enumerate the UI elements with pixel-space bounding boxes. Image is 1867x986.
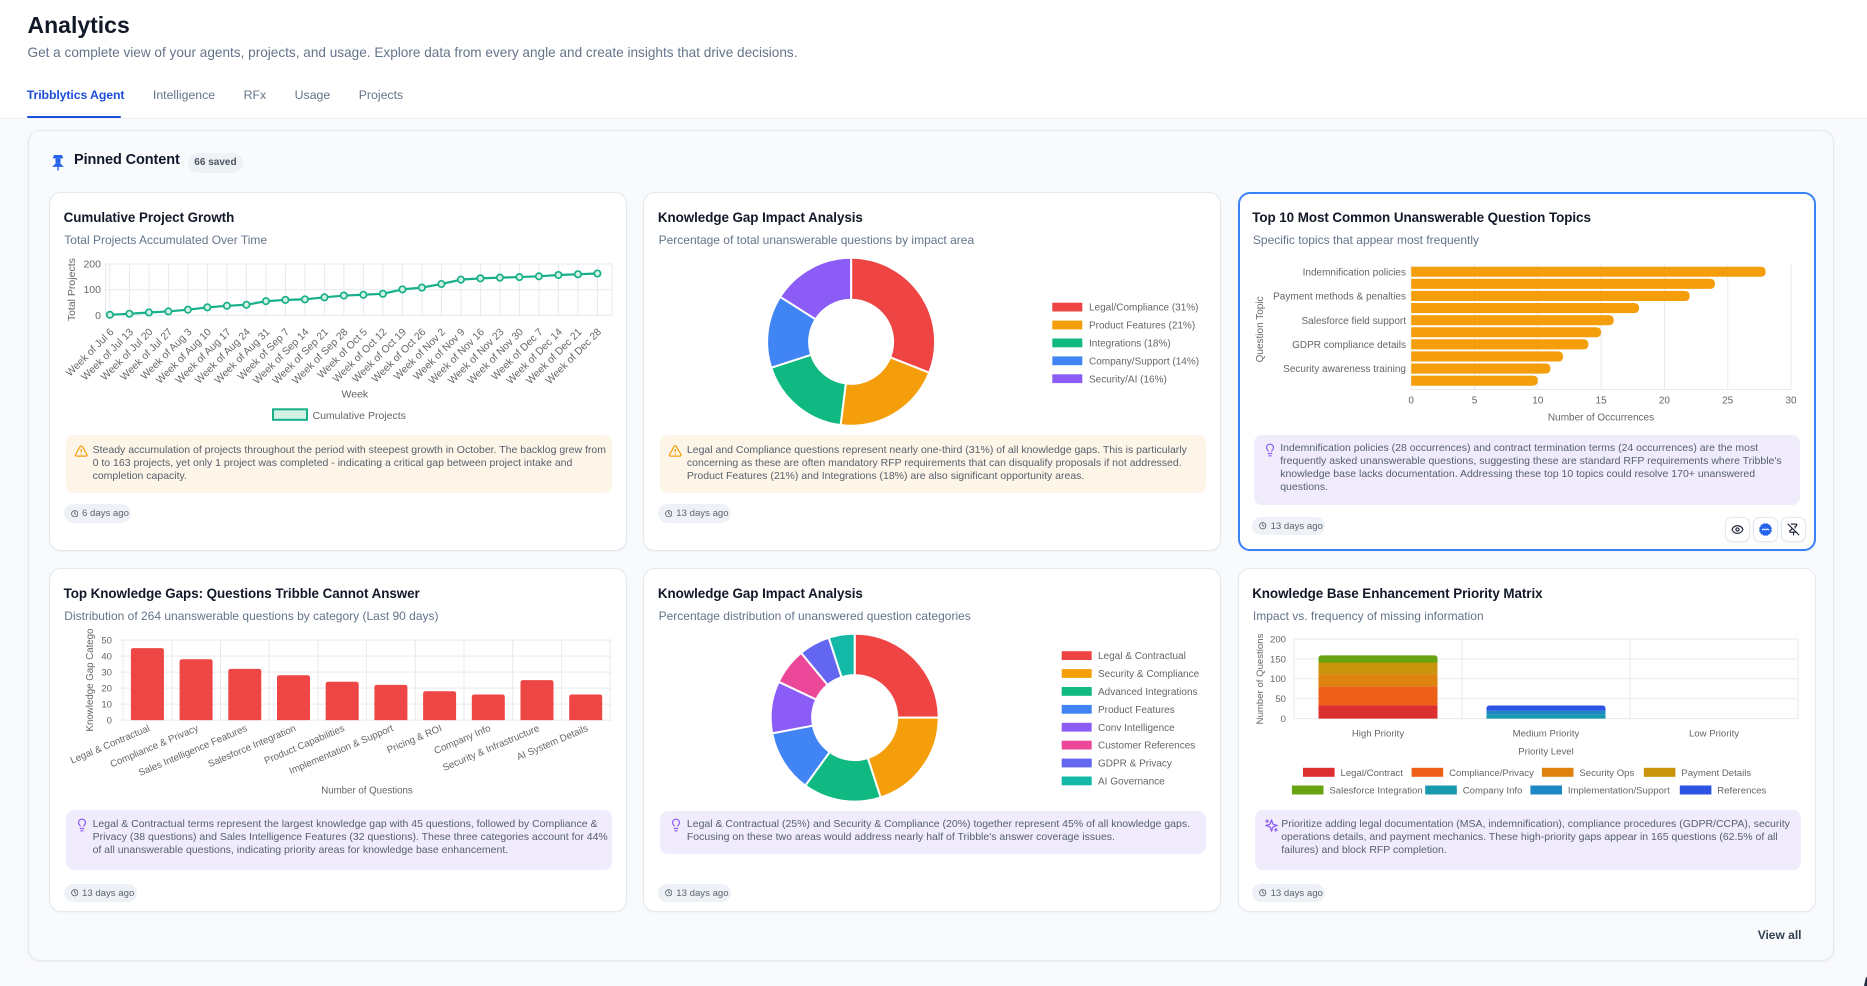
svg-text:Number of Questions: Number of Questions — [1255, 634, 1266, 725]
svg-text:Security & Compliance: Security & Compliance — [1098, 669, 1200, 680]
svg-text:Number of Occurrences: Number of Occurrences — [1548, 413, 1654, 424]
svg-text:50: 50 — [1275, 694, 1286, 705]
svg-text:15: 15 — [1595, 396, 1607, 407]
svg-text:10: 10 — [101, 700, 112, 711]
svg-text:Security/AI (16%): Security/AI (16%) — [1089, 375, 1167, 386]
svg-text:100: 100 — [1270, 674, 1286, 685]
svg-text:Priority Level: Priority Level — [1518, 747, 1573, 758]
svg-text:Question Topic: Question Topic — [1255, 297, 1266, 363]
svg-text:Product Features (21%): Product Features (21%) — [1089, 321, 1195, 332]
svg-text:Low Priority: Low Priority — [1689, 729, 1739, 740]
svg-text:5: 5 — [1471, 396, 1477, 407]
svg-text:Legal/Contract: Legal/Contract — [1340, 768, 1403, 779]
svg-text:Salesforce field support: Salesforce field support — [1301, 316, 1406, 327]
svg-text:Week: Week — [341, 389, 368, 401]
svg-text:50: 50 — [101, 636, 112, 647]
svg-text:Salesforce Integration: Salesforce Integration — [1329, 786, 1422, 797]
svg-text:GDPR & Privacy: GDPR & Privacy — [1098, 759, 1172, 770]
svg-text:200: 200 — [83, 259, 101, 271]
svg-text:Cumulative Projects: Cumulative Projects — [313, 410, 406, 422]
svg-text:Payment methods & penalties: Payment methods & penalties — [1273, 292, 1406, 303]
svg-text:30: 30 — [101, 668, 112, 679]
svg-text:Integrations (18%): Integrations (18%) — [1089, 339, 1171, 350]
svg-text:0: 0 — [1408, 396, 1414, 407]
svg-text:Knowledge Gap Catego: Knowledge Gap Catego — [85, 629, 96, 732]
svg-text:200: 200 — [1270, 635, 1286, 646]
svg-text:20: 20 — [1658, 396, 1670, 407]
svg-text:High Priority: High Priority — [1351, 729, 1403, 740]
svg-text:Security Ops: Security Ops — [1579, 768, 1634, 779]
svg-text:150: 150 — [1270, 654, 1286, 665]
svg-text:Company/Support (14%): Company/Support (14%) — [1089, 357, 1199, 368]
svg-text:Advanced Integrations: Advanced Integrations — [1098, 687, 1198, 698]
svg-text:0: 0 — [1280, 714, 1285, 725]
svg-text:40: 40 — [101, 652, 112, 663]
svg-text:Legal & Contractual: Legal & Contractual — [1098, 651, 1186, 662]
svg-text:10: 10 — [1532, 396, 1544, 407]
svg-text:References: References — [1717, 786, 1766, 797]
svg-text:100: 100 — [83, 284, 101, 296]
svg-text:Payment Details: Payment Details — [1681, 768, 1751, 779]
svg-text:Legal/Compliance (31%): Legal/Compliance (31%) — [1089, 303, 1199, 314]
svg-text:Compliance/Privacy: Compliance/Privacy — [1449, 768, 1534, 779]
svg-text:Total Projects: Total Projects — [66, 258, 78, 321]
svg-text:GDPR compliance details: GDPR compliance details — [1292, 340, 1406, 351]
svg-text:Indemnification policies: Indemnification policies — [1302, 268, 1405, 279]
svg-text:Medium Priority: Medium Priority — [1512, 729, 1579, 740]
svg-text:Implementation/Support: Implementation/Support — [1567, 786, 1669, 797]
svg-text:30: 30 — [1785, 396, 1797, 407]
svg-text:0: 0 — [95, 310, 101, 322]
svg-text:Product Features: Product Features — [1098, 705, 1175, 716]
svg-text:Salesforce Integration: Salesforce Integration — [207, 723, 298, 770]
svg-text:Security awareness training: Security awareness training — [1283, 364, 1406, 375]
svg-text:Conv Intelligence: Conv Intelligence — [1098, 723, 1175, 734]
svg-text:Number of Questions: Number of Questions — [321, 786, 413, 797]
svg-text:25: 25 — [1722, 396, 1734, 407]
svg-text:0: 0 — [107, 716, 112, 727]
svg-text:Customer References: Customer References — [1098, 741, 1195, 752]
svg-text:20: 20 — [101, 684, 112, 695]
svg-text:Company Info: Company Info — [1462, 786, 1522, 797]
svg-text:AI Governance: AI Governance — [1098, 777, 1165, 788]
